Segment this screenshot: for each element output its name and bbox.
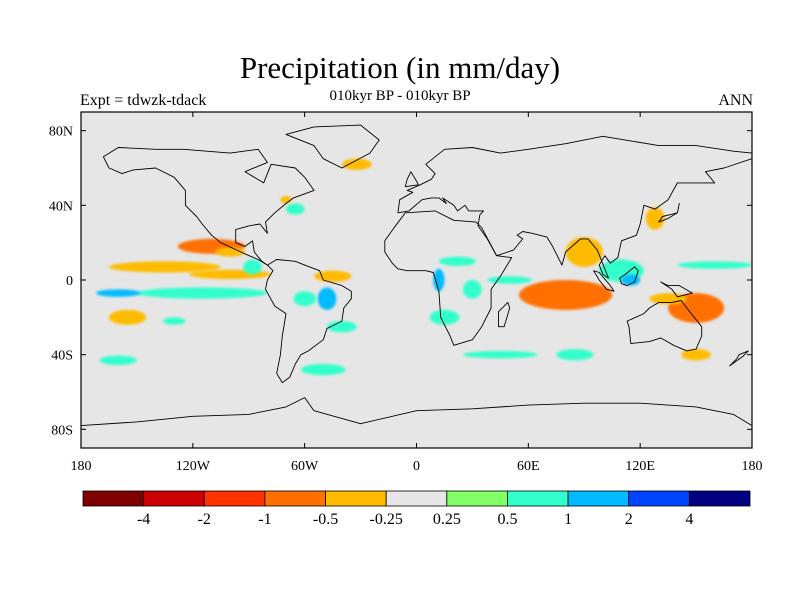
anomaly-patch xyxy=(108,261,221,273)
anomaly-patch xyxy=(621,274,641,286)
anomaly-patch xyxy=(565,237,603,267)
coastline xyxy=(619,266,639,287)
colorbar-swatch xyxy=(143,490,205,507)
colorbar-swatch xyxy=(567,490,630,507)
coastline xyxy=(658,203,680,223)
colorbar: -4 -2 -1 -0.5 -0.25 0.25 0.5 1 2 4 xyxy=(82,490,751,528)
anomaly-patch xyxy=(429,309,460,325)
anomaly-patch xyxy=(341,158,372,170)
colorbar-label: -2 xyxy=(198,511,211,528)
anomaly-patch xyxy=(317,287,337,310)
colorbar-label: -0.25 xyxy=(370,511,403,528)
map-background xyxy=(81,112,752,448)
coastline xyxy=(384,210,513,346)
lon-tick-label: 180 xyxy=(742,459,763,474)
coastline xyxy=(285,124,380,169)
colorbar-swatch xyxy=(688,490,751,507)
anomaly-patch xyxy=(327,321,357,333)
experiment-label: Expt = tdwzk-tdack xyxy=(80,92,207,109)
coastline-layer xyxy=(81,124,752,448)
anomaly-patch xyxy=(99,355,137,365)
anomaly-patch xyxy=(300,364,346,376)
anomaly-patch xyxy=(215,247,246,257)
map-subtitle: 010kyr BP - 010kyr BP xyxy=(329,88,471,104)
anomaly-patch xyxy=(519,280,613,310)
colorbar-label: -1 xyxy=(258,511,271,528)
anomaly-patch xyxy=(286,203,305,215)
lat-tick-label: 80S xyxy=(51,423,73,438)
lon-tick-label: 120W xyxy=(176,459,211,474)
lon-tick-label: 120E xyxy=(625,459,655,474)
lat-tick-label: 40S xyxy=(51,349,73,364)
colorbar-swatch xyxy=(446,490,508,507)
colorbar-swatch xyxy=(507,490,569,507)
anomaly-patch xyxy=(433,268,445,292)
lon-tick-label: 0 xyxy=(413,459,420,474)
anomaly-patch xyxy=(293,291,316,307)
lon-tick-label: 60E xyxy=(517,459,540,474)
anomaly-patch xyxy=(438,256,477,267)
lat-tick-label: 80N xyxy=(49,125,73,140)
coastline xyxy=(81,397,752,448)
anomaly-patch xyxy=(136,287,268,299)
anomaly-patch xyxy=(487,276,533,284)
anomaly-layer xyxy=(95,158,752,376)
lon-tick-label: 60W xyxy=(291,459,319,474)
page-title: Precipitation (in mm/day) xyxy=(239,50,561,85)
season-label: ANN xyxy=(718,92,753,109)
coastline xyxy=(102,147,315,266)
colorbar-label: 0.5 xyxy=(497,511,517,528)
lat-tick-label: 40N xyxy=(49,199,73,214)
colorbar-label: -4 xyxy=(137,511,150,528)
coastline xyxy=(593,270,615,292)
colorbar-swatch xyxy=(628,490,690,507)
anomaly-patch xyxy=(645,207,665,230)
coastline xyxy=(729,350,749,367)
coastline xyxy=(397,135,752,279)
colorbar-swatch xyxy=(325,490,387,507)
colorbar-label: 4 xyxy=(685,511,693,528)
anomaly-patch xyxy=(313,270,352,282)
coastline xyxy=(626,300,703,352)
anomaly-patch xyxy=(95,289,141,297)
colorbar-label: -0.5 xyxy=(313,511,338,528)
colorbar-label: 0.25 xyxy=(433,511,461,528)
coastline xyxy=(265,259,352,384)
anomaly-patch xyxy=(677,261,752,269)
anomaly-patch xyxy=(163,317,186,325)
anomaly-patch xyxy=(681,349,711,361)
colorbar-label: 2 xyxy=(625,511,633,528)
anomaly-patch xyxy=(463,280,482,299)
coastline xyxy=(498,301,511,328)
axis-layer: 80N 40N 0 40S 80S 180 120W 60W 0 60E 120E 180 xyxy=(49,112,763,474)
anomaly-patch xyxy=(280,196,292,204)
colorbar-swatch xyxy=(82,490,145,507)
coastline xyxy=(404,171,419,188)
lon-tick-label: 180 xyxy=(71,459,92,474)
colorbar-swatch xyxy=(264,490,326,507)
colorbar-label: 1 xyxy=(564,511,572,528)
colorbar-swatch xyxy=(385,490,448,507)
lat-tick-label: 0 xyxy=(66,274,73,289)
colorbar-swatch xyxy=(203,490,266,507)
anomaly-patch xyxy=(108,309,147,325)
coastline xyxy=(660,281,693,298)
anomaly-patch xyxy=(556,349,594,361)
anomaly-patch xyxy=(243,259,262,275)
anomaly-patch xyxy=(463,350,538,359)
